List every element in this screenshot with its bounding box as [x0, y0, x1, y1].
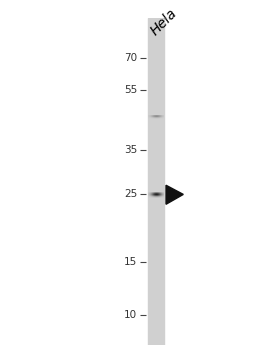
- Text: 15: 15: [124, 257, 137, 267]
- Text: 10: 10: [124, 310, 137, 321]
- Text: 25: 25: [124, 189, 137, 199]
- Bar: [147, 18, 164, 345]
- Text: 70: 70: [124, 53, 137, 64]
- Text: 55: 55: [124, 85, 137, 95]
- Text: Hela: Hela: [148, 6, 180, 38]
- Polygon shape: [166, 185, 183, 204]
- Text: 35: 35: [124, 145, 137, 155]
